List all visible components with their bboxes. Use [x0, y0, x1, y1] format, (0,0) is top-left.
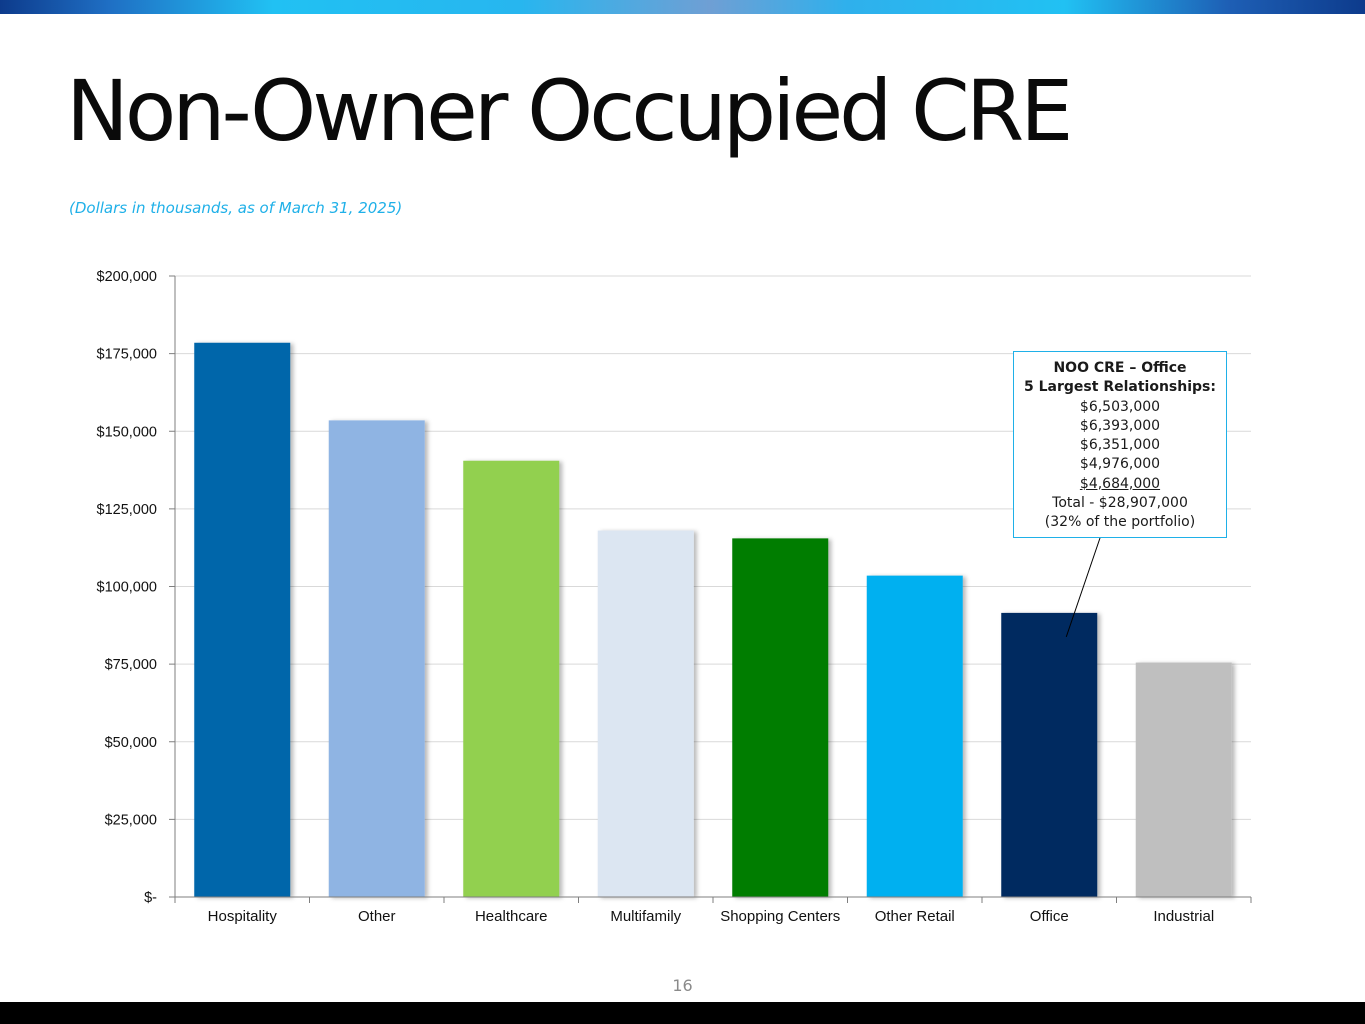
callout-value: $4,976,000	[1079, 456, 1161, 473]
x-tick-label: Hospitality	[208, 908, 278, 925]
x-tick-label: Other	[358, 908, 396, 925]
bar-office	[1001, 612, 1098, 897]
top-accent-bar	[0, 0, 1365, 14]
y-tick-label: $100,000	[97, 580, 157, 596]
callout-value-underlined: $4,684,000	[1079, 475, 1161, 492]
bar-multifamily	[597, 530, 694, 897]
y-tick-label: $175,000	[97, 347, 157, 363]
x-tick-label: Office	[1030, 908, 1069, 925]
bar-chart: $- $25,000 $50,000 $75,000 $100,000 $125,000 $…	[97, 269, 1252, 925]
callout-value: $6,351,000	[1079, 437, 1161, 454]
bar-shopping-centers	[732, 538, 829, 897]
callout-value: $6,503,000	[1079, 398, 1161, 415]
y-tick-label: $25,000	[105, 812, 157, 828]
x-tick-label: Healthcare	[475, 908, 548, 925]
page-title: Non-Owner Occupied CRE	[66, 62, 1073, 160]
y-tick-label: $200,000	[97, 269, 157, 285]
callout-note: (32% of the portfolio)	[1044, 514, 1196, 531]
x-tick-label: Industrial	[1153, 908, 1214, 925]
bar-hospitality	[194, 342, 291, 897]
page-number: 16	[672, 976, 693, 995]
x-tick-label: Shopping Centers	[720, 908, 840, 925]
bottom-bar	[0, 1002, 1365, 1024]
x-tick-label: Other Retail	[875, 908, 955, 925]
bar-healthcare	[463, 460, 560, 897]
callout-heading: NOO CRE – Office	[1053, 360, 1187, 376]
callout-leader-line	[1065, 537, 1101, 638]
y-tick-label: $150,000	[97, 424, 157, 440]
bar-other	[328, 420, 425, 897]
office-relationships-callout: NOO CRE – Office 5 Largest Relationships…	[1013, 351, 1227, 538]
bar-other-retail	[866, 575, 963, 897]
callout-subheading: 5 Largest Relationships:	[1024, 379, 1216, 396]
page-subtitle: (Dollars in thousands, as of March 31, 2…	[69, 199, 403, 217]
callout-value: $6,393,000	[1079, 417, 1161, 434]
callout-total: Total - $28,907,000	[1052, 495, 1188, 512]
y-tick-label: $125,000	[97, 502, 157, 518]
x-tick-label: Multifamily	[610, 908, 681, 925]
callout-value: $4,684,000	[1014, 475, 1226, 494]
y-tick-label: $-	[144, 890, 157, 906]
y-tick-label: $50,000	[105, 735, 157, 751]
y-tick-label: $75,000	[105, 657, 157, 673]
bar-industrial	[1135, 662, 1232, 897]
